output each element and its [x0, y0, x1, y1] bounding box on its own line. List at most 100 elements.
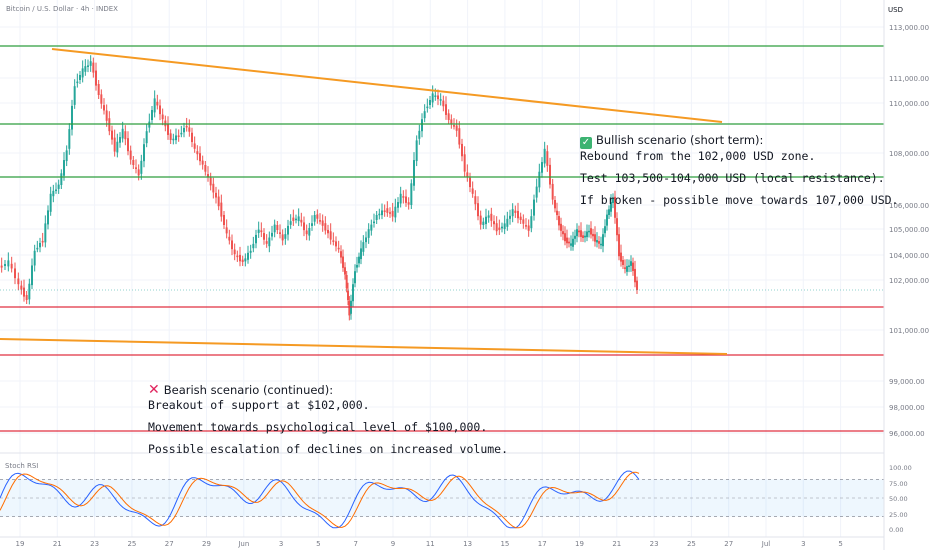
candle-body — [530, 216, 533, 229]
candle-body — [124, 131, 127, 140]
candle-body — [606, 214, 608, 226]
candle-body — [616, 218, 618, 236]
candle-body — [482, 221, 485, 225]
candle-body — [116, 141, 119, 153]
candle-body — [167, 124, 169, 135]
price-tick-label: 98,000.00 — [889, 404, 925, 412]
candle-body — [265, 241, 268, 244]
time-tick-label: 15 — [500, 540, 509, 548]
candle-body — [348, 301, 351, 316]
candle-body — [584, 235, 586, 238]
bearish-title: Bearish scenario (continued): — [163, 383, 334, 397]
candle-body — [622, 260, 624, 265]
candle-body — [47, 210, 49, 225]
candle-body — [546, 151, 549, 166]
candle-body — [568, 241, 570, 244]
candle-body — [437, 95, 439, 100]
candle-body — [97, 84, 100, 95]
candle-body — [604, 226, 606, 234]
candle-body — [225, 227, 228, 234]
candle-body — [367, 229, 370, 238]
candle-body — [68, 129, 71, 149]
candle-body — [55, 189, 57, 192]
time-tick-label: 21 — [612, 540, 621, 548]
candle-body — [303, 222, 305, 231]
candle-body — [636, 280, 638, 290]
candle-body — [305, 230, 308, 235]
indicator-title: Stoch RSI — [5, 462, 39, 470]
price-tick-label: 104,000.00 — [889, 252, 929, 260]
candle-body — [279, 232, 281, 234]
candle-body — [543, 148, 546, 164]
candle-body — [381, 210, 383, 216]
candle-body — [180, 132, 183, 135]
bearish-line-3: Possible escalation of declines on incre… — [148, 442, 509, 456]
price-tick-label: 110,000.00 — [889, 100, 929, 108]
price-levels: 112,274.84109,226.80107,086.68101,995.80… — [0, 41, 932, 436]
bearish-note: ✕ Bearish scenario (continued): Breakout … — [148, 382, 508, 456]
candle-body — [268, 237, 271, 247]
candle-body — [337, 247, 340, 250]
candle-body — [598, 241, 600, 244]
candle-body — [327, 229, 329, 234]
candle-body — [592, 233, 594, 237]
candle-body — [405, 196, 407, 203]
candle-body — [255, 234, 257, 244]
bullish-line-2: Test 103,500-104,000 USD (local resistan… — [580, 171, 885, 185]
candle-body — [103, 105, 105, 111]
candle-body — [413, 160, 415, 186]
candle-body — [533, 199, 535, 216]
candle-body — [383, 210, 386, 212]
time-tick-label: 23 — [90, 540, 99, 548]
time-tick-label: 3 — [801, 540, 805, 548]
candle-body — [399, 193, 402, 204]
candle-body — [566, 237, 568, 244]
candle-body — [220, 202, 223, 217]
candle-body — [185, 125, 188, 128]
price-tick-label: 99,000.00 — [889, 378, 925, 386]
rsi-tick-label: 75.00 — [889, 480, 908, 488]
candle-body — [378, 213, 381, 216]
candle-body — [370, 224, 373, 231]
candle-body — [386, 208, 389, 213]
time-tick-label: 25 — [687, 540, 696, 548]
candle-body — [501, 226, 503, 229]
candle-body — [340, 251, 342, 258]
rsi-d-line — [0, 471, 640, 529]
candle-body — [415, 140, 418, 162]
candle-body — [519, 216, 522, 220]
candle-body — [418, 130, 421, 139]
candle-body — [159, 105, 161, 115]
candle-body — [161, 114, 164, 120]
candle-body — [84, 66, 87, 72]
price-tick-label: 106,000.00 — [889, 202, 929, 210]
candle-body — [199, 153, 201, 162]
candle-body — [132, 160, 135, 165]
candle-body — [297, 216, 300, 222]
candle-body — [111, 130, 113, 140]
price-tick-label: 101,000.00 — [889, 327, 929, 335]
candle-body — [191, 132, 193, 143]
candle-body — [100, 94, 103, 104]
candle-body — [23, 287, 25, 297]
candle-body — [241, 259, 244, 262]
candle-body — [578, 230, 580, 233]
rsi-tick-label: 100.00 — [889, 464, 912, 472]
symbol-title: Bitcoin / U.S. Dollar · 4h · INDEX — [6, 5, 118, 13]
price-tick-label: 96,000.00 — [889, 430, 925, 438]
candle-body — [594, 234, 596, 242]
candle-body — [335, 241, 337, 247]
candle-body — [602, 234, 604, 247]
candle-body — [590, 228, 592, 235]
candle-body — [373, 221, 375, 224]
candle-body — [517, 210, 519, 219]
candle-body — [439, 99, 442, 101]
rsi-band — [0, 479, 884, 517]
candle-body — [632, 262, 634, 271]
candle-body — [228, 236, 231, 241]
candle-body — [276, 225, 279, 230]
candle-body — [169, 133, 172, 140]
candle-body — [572, 238, 574, 247]
